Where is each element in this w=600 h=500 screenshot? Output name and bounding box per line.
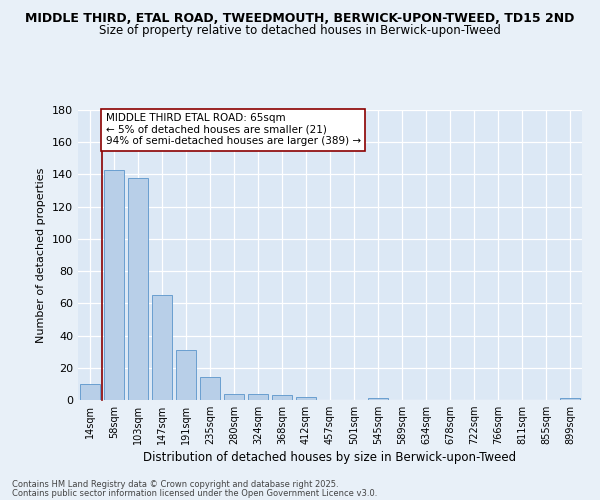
Bar: [176, 350, 196, 400]
Text: MIDDLE THIRD, ETAL ROAD, TWEEDMOUTH, BERWICK-UPON-TWEED, TD15 2ND: MIDDLE THIRD, ETAL ROAD, TWEEDMOUTH, BER…: [25, 12, 575, 26]
Bar: [104, 170, 124, 400]
Bar: [296, 397, 316, 400]
Bar: [128, 178, 148, 400]
Y-axis label: Number of detached properties: Number of detached properties: [37, 168, 46, 342]
Bar: [200, 378, 220, 400]
Bar: [560, 398, 580, 400]
Text: Contains public sector information licensed under the Open Government Licence v3: Contains public sector information licen…: [12, 489, 377, 498]
X-axis label: Distribution of detached houses by size in Berwick-upon-Tweed: Distribution of detached houses by size …: [143, 452, 517, 464]
Bar: [248, 394, 268, 400]
Text: MIDDLE THIRD ETAL ROAD: 65sqm
← 5% of detached houses are smaller (21)
94% of se: MIDDLE THIRD ETAL ROAD: 65sqm ← 5% of de…: [106, 113, 361, 146]
Text: Contains HM Land Registry data © Crown copyright and database right 2025.: Contains HM Land Registry data © Crown c…: [12, 480, 338, 489]
Bar: [152, 296, 172, 400]
Bar: [368, 398, 388, 400]
Bar: [272, 395, 292, 400]
Bar: [224, 394, 244, 400]
Bar: [80, 384, 100, 400]
Text: Size of property relative to detached houses in Berwick-upon-Tweed: Size of property relative to detached ho…: [99, 24, 501, 37]
